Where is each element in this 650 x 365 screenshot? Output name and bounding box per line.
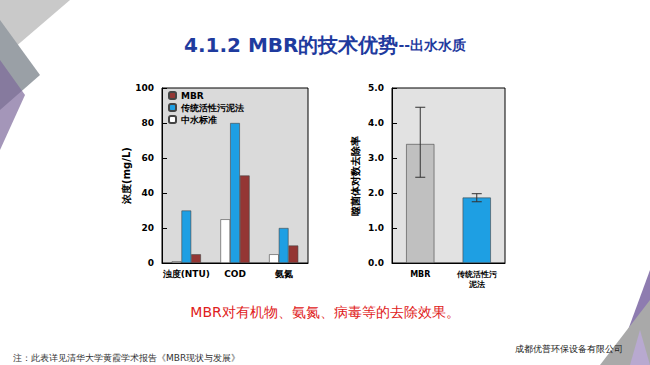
svg-text:--出水水质: --出水水质 [398,37,466,53]
svg-text:泥法: 泥法 [468,280,485,289]
svg-text:40: 40 [141,188,154,198]
svg-text:传统活性污泥法: 传统活性污泥法 [180,103,244,113]
svg-text:20: 20 [141,223,154,233]
svg-text:浓度(mg/L): 浓度(mg/L) [121,147,132,205]
svg-text:传统活性污: 传统活性污 [456,270,497,279]
svg-text:80: 80 [141,118,154,128]
svg-text:MBR: MBR [181,91,204,101]
svg-text:5.0: 5.0 [368,83,384,93]
svg-text:1.0: 1.0 [368,223,384,233]
svg-text:浊度(NTU): 浊度(NTU) [162,269,210,279]
svg-text:100: 100 [135,83,154,93]
svg-text:MBR: MBR [410,270,430,279]
svg-text:氨氮: 氨氮 [274,269,293,279]
svg-text:2.0: 2.0 [368,188,384,198]
svg-text:0: 0 [148,258,154,268]
svg-text:COD: COD [224,269,246,279]
svg-text:4.1.2 MBR的技术优势: 4.1.2 MBR的技术优势 [184,33,398,57]
svg-text:3.0: 3.0 [368,153,384,163]
svg-text:0.0: 0.0 [368,258,384,268]
svg-text:注：此表详见清华大学黄霞学术报告《MBR现状与发展》: 注：此表详见清华大学黄霞学术报告《MBR现状与发展》 [13,353,240,363]
svg-text:中水标准: 中水标准 [181,115,217,125]
svg-text:成都优普环保设备有限公司: 成都优普环保设备有限公司 [515,344,623,354]
svg-text:噬菌体对数去除率: 噬菌体对数去除率 [350,136,361,216]
svg-text:60: 60 [141,153,154,163]
svg-text:MBR对有机物、氨氮、病毒等的去除效果。: MBR对有机物、氨氮、病毒等的去除效果。 [190,304,459,320]
svg-text:4.0: 4.0 [368,118,384,128]
